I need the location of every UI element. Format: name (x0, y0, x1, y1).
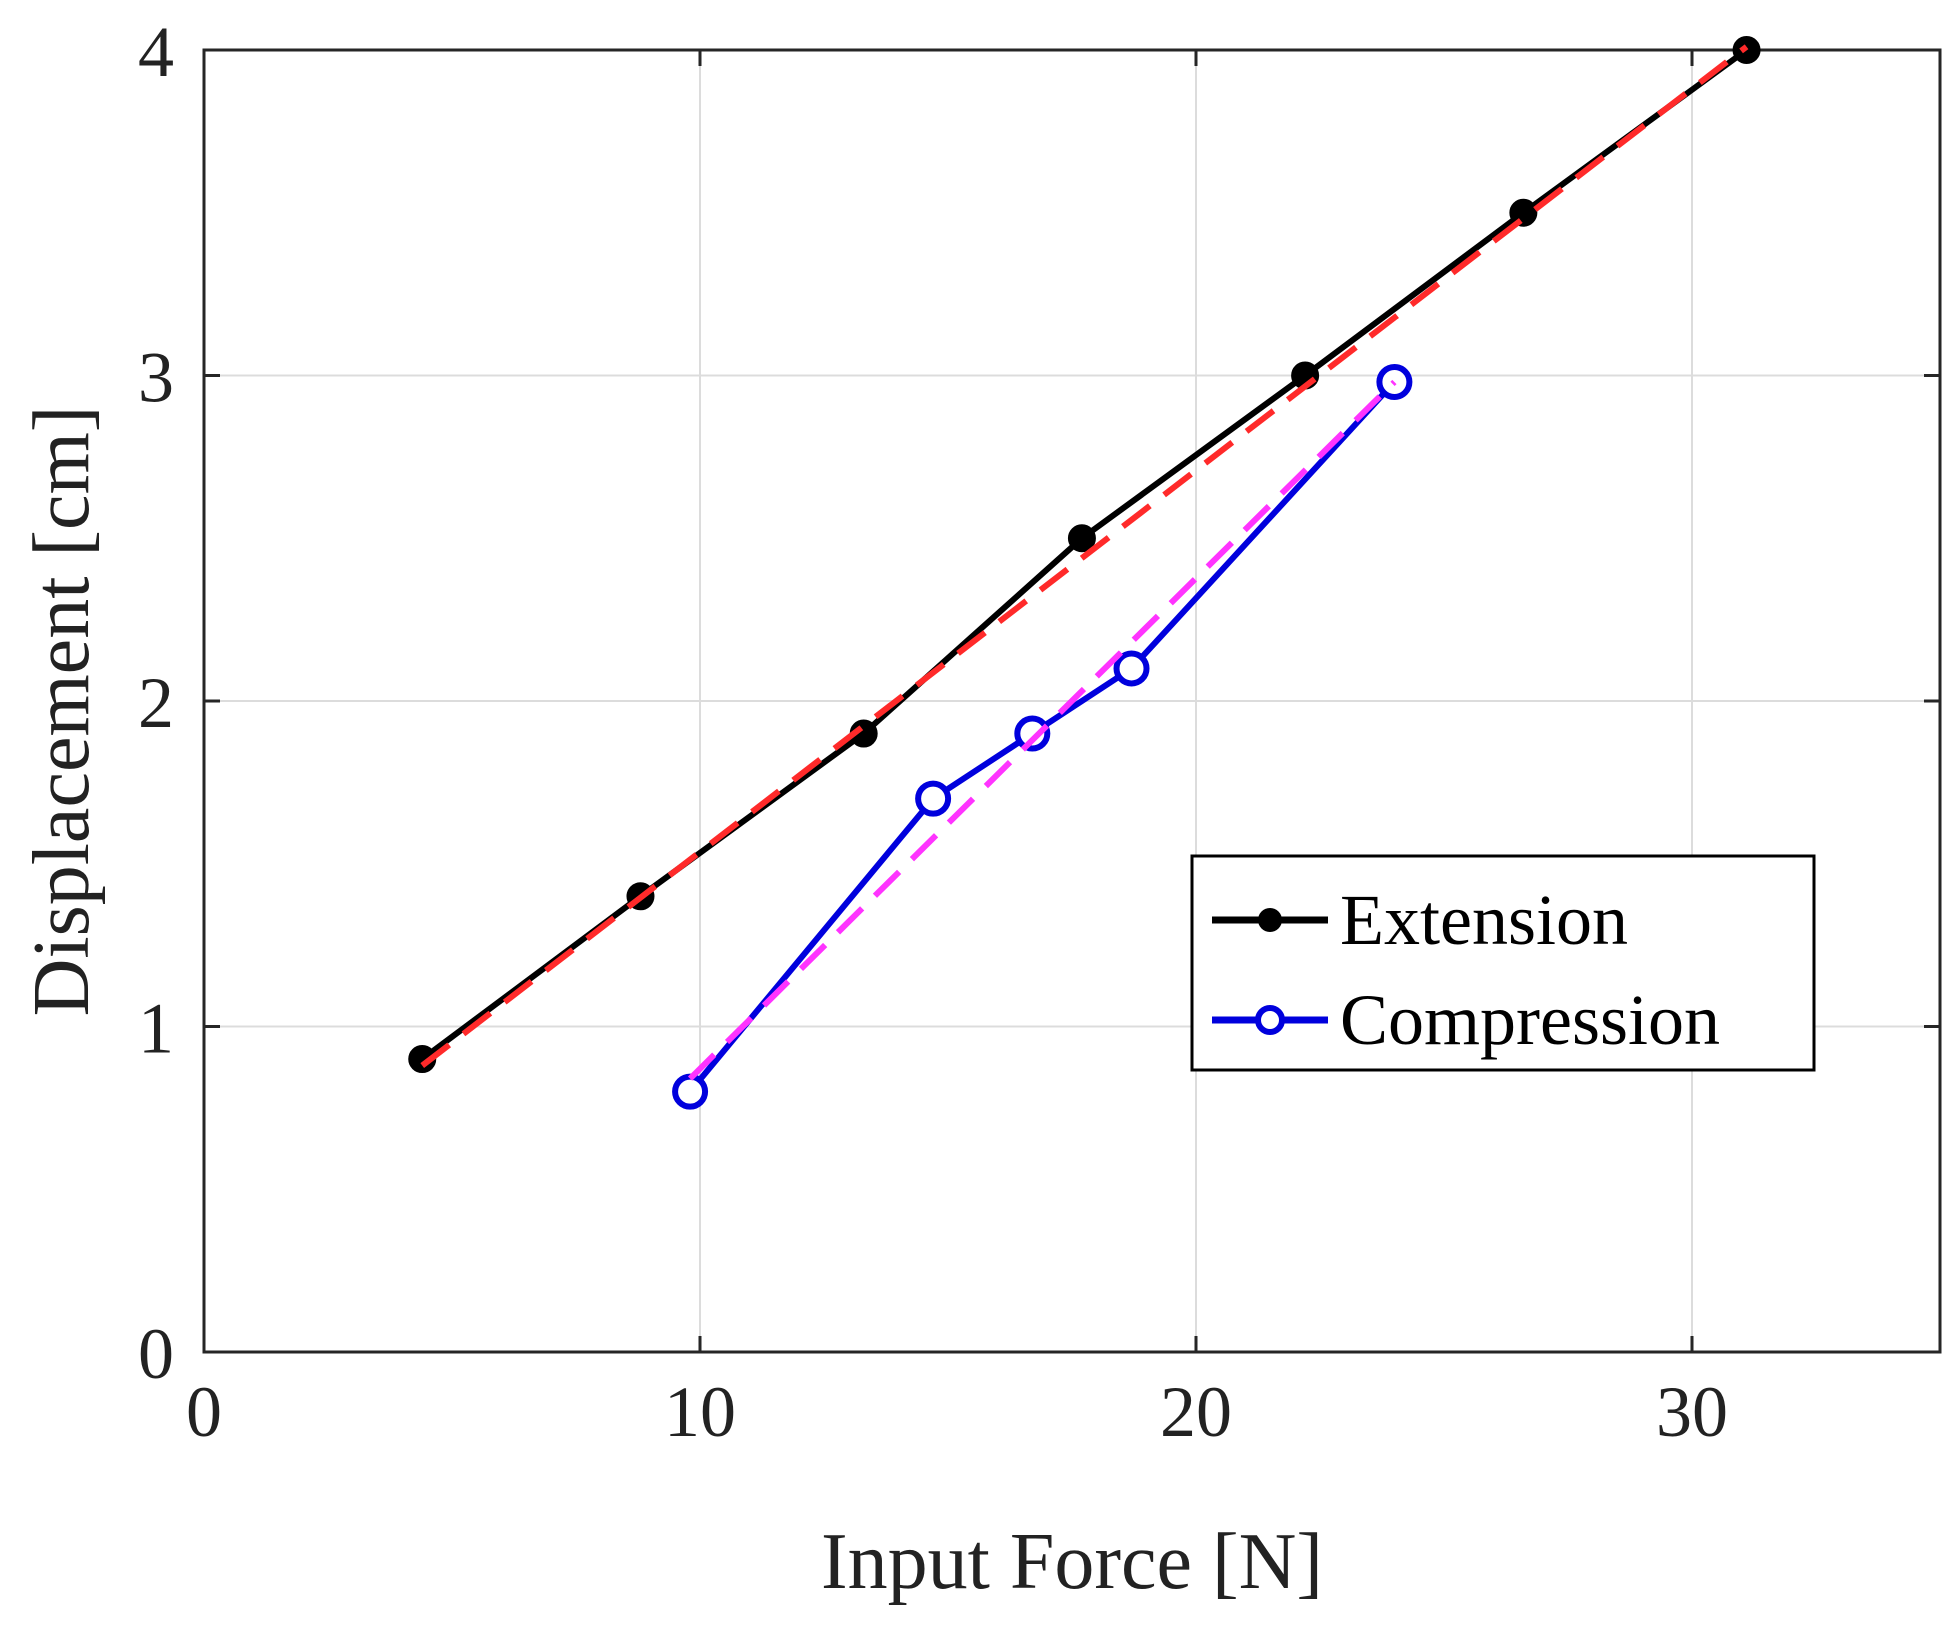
legend-marker-extension (1258, 908, 1282, 932)
y-tick-label-2: 2 (138, 663, 174, 743)
y-tick-label-1: 1 (138, 989, 174, 1069)
y-tick-label-3: 3 (138, 338, 174, 418)
legend-entry-extension: Extension (1212, 880, 1628, 960)
data-point-compression-1 (915, 780, 952, 817)
data-point-compression-0 (672, 1073, 709, 1110)
data-point-extension-5 (1509, 198, 1538, 227)
y-tick-label-4: 4 (138, 12, 174, 92)
x-tick-label-30: 30 (1656, 1372, 1728, 1452)
data-point-compression-2 (1014, 715, 1051, 752)
axis-ticks: 0 10 20 30 0 1 2 3 4 (138, 12, 1940, 1452)
fit-line-compression (687, 379, 1397, 1081)
legend-box (1190, 854, 1816, 1072)
y-tick-label-0: 0 (138, 1314, 174, 1394)
data-point-extension-3 (1067, 524, 1096, 553)
y-axis-label: Displacement [cm] (18, 406, 106, 1017)
fit-line-extension (420, 44, 1749, 1068)
x-tick-label-0: 0 (186, 1372, 222, 1452)
legend: Extension Compression (1190, 854, 1816, 1072)
legend-label-compression: Compression (1340, 980, 1720, 1060)
legend-entry-compression: Compression (1212, 980, 1720, 1060)
legend-marker-compression (1255, 1005, 1285, 1035)
legend-label-extension: Extension (1340, 880, 1628, 960)
x-tick-label-20: 20 (1160, 1372, 1232, 1452)
data-point-compression-3 (1113, 650, 1150, 687)
x-axis-label: Input Force [N] (821, 1518, 1323, 1606)
x-tick-label-10: 10 (664, 1372, 736, 1452)
fit-lines (420, 44, 1749, 1081)
